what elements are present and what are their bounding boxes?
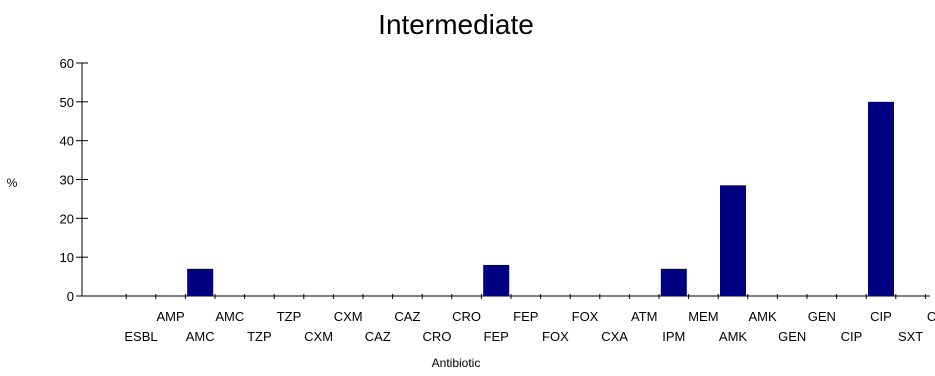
category-label: GEN [808,309,836,324]
category-label: FOX [542,329,569,344]
category-label: AMC [186,329,215,344]
bars [187,101,894,296]
category-label: FOX [572,309,599,324]
bar [483,264,510,296]
category-label: SXT [898,329,923,344]
category-label: CXM [334,309,363,324]
category-label: COL [927,309,935,324]
category-label: TZP [247,329,272,344]
bar [868,101,894,296]
y-tick-label: 40 [60,134,74,149]
category-label: MEM [688,309,718,324]
x-axis-label: Antibiotic [432,356,481,370]
bar [187,268,214,296]
y-tick-label: 0 [67,289,74,304]
category-label: AMP [157,309,185,324]
category-label: CIP [841,329,863,344]
category-label: CIP [870,309,892,324]
category-label: AMC [215,309,244,324]
y-axis: 0 10 20 30 40 50 60 [60,56,88,304]
category-label: FEP [513,309,538,324]
chart-title: Intermediate [378,9,534,40]
category-label: AMK [749,309,778,324]
category-label: GEN [778,329,806,344]
category-label: CXA [601,329,628,344]
y-tick-label: 50 [60,95,74,110]
category-labels: ESBLAMPAMCAMCTZPTZPCXMCXMCAZCAZCROCROFEP… [124,309,935,344]
y-tick-label: 20 [60,211,74,226]
category-label: CAZ [394,309,420,324]
category-label: CXM [304,329,333,344]
y-tick-label: 60 [60,56,74,71]
category-label: TZP [277,309,302,324]
category-label: ATM [631,309,657,324]
category-label: AMK [719,329,748,344]
bar [660,268,687,296]
category-label: ESBL [124,329,157,344]
category-label: IPM [662,329,685,344]
y-tick-label: 30 [60,173,74,188]
bar [720,185,746,296]
category-label: CRO [452,309,481,324]
y-axis-label: % [7,176,18,190]
category-label: CAZ [365,329,391,344]
category-label: CRO [423,329,452,344]
y-tick-label: 10 [60,250,74,265]
category-label: FEP [484,329,509,344]
